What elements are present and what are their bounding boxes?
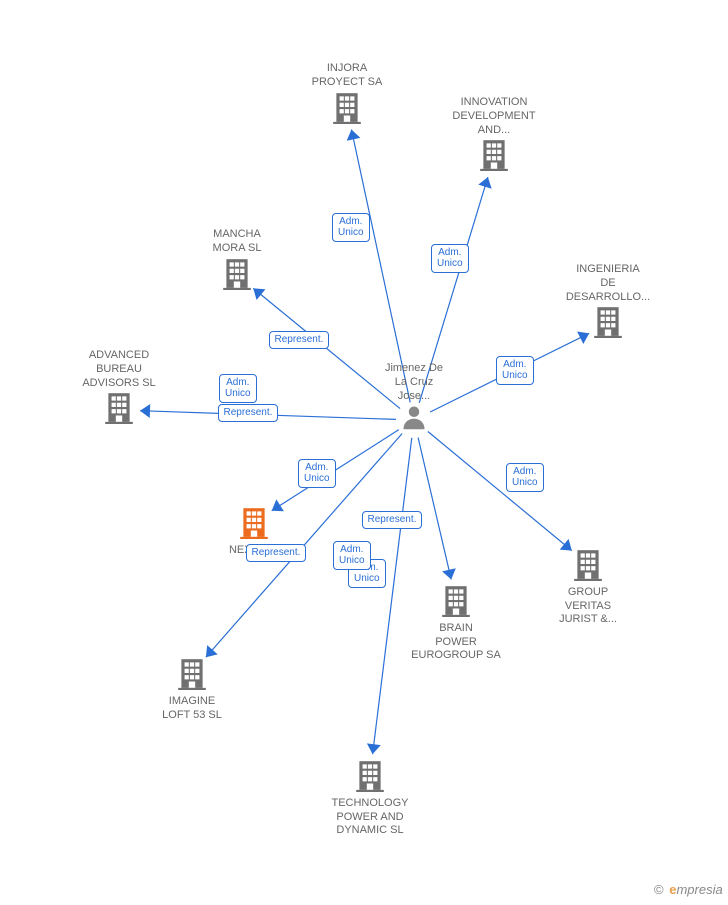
node-label: INGENIERIA DE DESARROLLO... [548, 263, 668, 304]
edge-label: Represent. [218, 404, 279, 422]
edge-label: Represent. [269, 331, 330, 349]
node-label: MANCHA MORA SL [177, 228, 297, 256]
company-node[interactable]: INNOVATION DEVELOPMENT AND... [434, 96, 554, 176]
edge-label: Represent. [246, 544, 307, 562]
building-icon [439, 583, 473, 622]
company-node[interactable]: MANCHA MORA SL [177, 228, 297, 294]
company-node[interactable]: BRAIN POWEREUROGROUP SA [396, 583, 516, 663]
node-label-line: ADVANCED [89, 349, 149, 361]
edge-line [418, 438, 451, 580]
edge-label-line: Unico [338, 227, 364, 238]
edge-label-line: Unico [339, 555, 365, 566]
company-node[interactable]: ADVANCED BUREAU ADVISORS SL [59, 349, 179, 429]
building-icon [477, 137, 511, 176]
edge-label: Adm.Unico [506, 463, 544, 492]
node-label-line: Jose... [398, 390, 430, 402]
node-label-line: INNOVATION [461, 96, 528, 108]
node-label-line: TECHNOLOGY [331, 797, 408, 809]
node-label-line: MORA SL [213, 242, 262, 254]
person-node[interactable]: Jimenez De La Cruz Jose... [354, 362, 474, 436]
building-icon [330, 90, 364, 129]
edge-label-line: Unico [502, 370, 528, 381]
node-label: INJORA PROYECT SA [287, 62, 407, 90]
company-node[interactable]: TECHNOLOGY POWER ANDDYNAMIC SL [310, 758, 430, 838]
edge-label-line: Unico [437, 258, 463, 269]
node-label: INNOVATION DEVELOPMENT AND... [434, 96, 554, 137]
node-label: Jimenez De La Cruz Jose... [354, 362, 474, 403]
edge-label: Adm.Unico [219, 374, 257, 403]
node-label-line: POWER [435, 636, 477, 648]
edge-label: Adm.Unico [496, 356, 534, 385]
node-label-line: POWER AND [336, 811, 403, 823]
node-label-line: PROYECT SA [312, 76, 383, 88]
edge-label-line: Represent. [252, 547, 301, 558]
edge-label: Adm.Unico [333, 541, 371, 570]
edge-label: Adm.Unico [332, 213, 370, 242]
edge-label-line: Adm. [340, 544, 363, 555]
edge-arrowhead [367, 743, 381, 754]
node-label-line: DESARROLLO... [566, 291, 650, 303]
edge-label-line: Adm. [513, 466, 536, 477]
company-node[interactable]: INGENIERIA DE DESARROLLO... [548, 263, 668, 343]
node-label-line: ADVISORS SL [82, 377, 155, 389]
node-label: TECHNOLOGY POWER ANDDYNAMIC SL [310, 797, 430, 838]
building-icon [102, 390, 136, 429]
node-label-line: INGENIERIA [576, 263, 640, 275]
edge-label-line: Unico [354, 573, 380, 584]
node-label: BRAIN POWEREUROGROUP SA [396, 622, 516, 663]
edge-label-line: Represent. [224, 407, 273, 418]
building-icon [591, 304, 625, 343]
edge-label-line: Adm. [339, 216, 362, 227]
brand-rest: mpresia [676, 882, 722, 897]
node-label-line: La Cruz [395, 376, 434, 388]
node-label-line: DYNAMIC SL [336, 824, 403, 836]
building-icon [237, 505, 271, 544]
node-label-line: DEVELOPMENT [452, 110, 535, 122]
edge-label-line: Adm. [226, 377, 249, 388]
building-icon [175, 656, 209, 695]
node-label-line: Jimenez De [385, 362, 443, 374]
node-label-line: JURIST &... [559, 613, 617, 625]
building-icon [353, 758, 387, 797]
node-label-line: MANCHA [213, 228, 261, 240]
node-label-line: DE [600, 277, 615, 289]
node-label-line: LOFT 53 SL [162, 709, 222, 721]
node-label-line: IMAGINE [169, 695, 215, 707]
node-label-line: BRAIN [439, 622, 473, 634]
node-label-line: AND... [478, 124, 510, 136]
company-node[interactable]: GROUP VERITASJURIST &... [528, 547, 648, 627]
person-icon [400, 403, 428, 436]
edge-label-line: Unico [304, 473, 330, 484]
building-icon [571, 547, 605, 586]
edge-label-line: Unico [225, 388, 251, 399]
node-label-line: INJORA [327, 62, 367, 74]
building-icon [220, 256, 254, 295]
edge-label-line: Adm. [503, 359, 526, 370]
node-label-line: EUROGROUP SA [411, 649, 501, 661]
node-label-line: BUREAU [96, 363, 142, 375]
edge-line [428, 431, 572, 550]
edge-label-line: Represent. [275, 334, 324, 345]
edge-arrowhead [347, 130, 361, 141]
node-label: GROUP VERITASJURIST &... [528, 586, 648, 627]
node-label: IMAGINE LOFT 53 SL [132, 695, 252, 723]
edge-label: Adm.Unico [298, 459, 336, 488]
edge-label: Adm.Unico [431, 244, 469, 273]
edge-label-line: Adm. [305, 462, 328, 473]
watermark: © empresia [654, 882, 723, 897]
node-label-line: VERITAS [565, 600, 611, 612]
node-label-line: GROUP [568, 586, 608, 598]
edge-label-line: Unico [512, 477, 538, 488]
edge-label-line: Represent. [368, 514, 417, 525]
edge-arrowhead [442, 568, 456, 579]
copyright-symbol: © [654, 882, 664, 897]
node-label: ADVANCED BUREAU ADVISORS SL [59, 349, 179, 390]
company-node[interactable]: IMAGINE LOFT 53 SL [132, 656, 252, 722]
edge-label: Represent. [362, 511, 423, 529]
company-node[interactable]: INJORA PROYECT SA [287, 62, 407, 128]
edge-label-line: Adm. [438, 247, 461, 258]
